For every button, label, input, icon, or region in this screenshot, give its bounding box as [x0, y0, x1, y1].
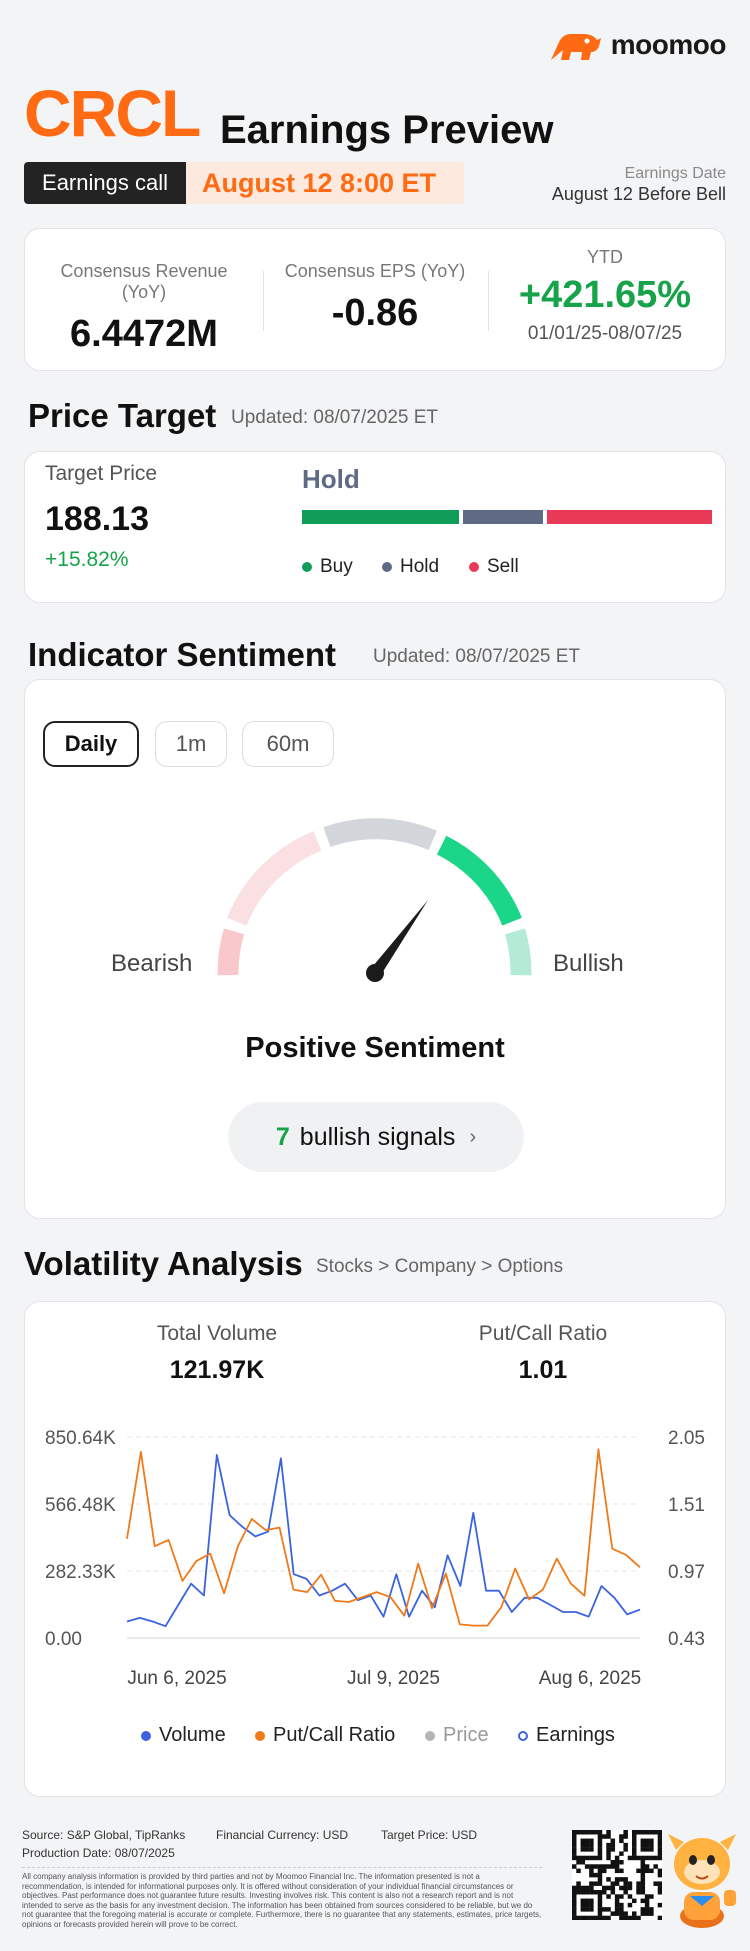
total-volume-value: 121.97K — [169, 1356, 265, 1384]
legend-price: Price — [425, 1724, 489, 1747]
consensus-revenue-label: Consensus Revenue (YoY) — [60, 261, 228, 302]
brand-logo: moomoo — [549, 28, 727, 62]
volume-dot-icon — [141, 1730, 151, 1741]
bullish-signals-button[interactable]: 7 bullish signals › — [228, 1102, 524, 1172]
earnings-date-value: August 12 Before Bell — [551, 184, 726, 204]
footer-source: Source: S&P Global, TipRanks — [22, 1828, 186, 1842]
price-target-updated: Updated: 08/07/2025 ET — [231, 407, 439, 428]
ytd-value: +421.65% — [518, 274, 692, 316]
analyst-rating: Hold — [302, 464, 360, 494]
y-left-tick-label: 566.48K — [45, 1495, 116, 1516]
sentiment-result: Positive Sentiment — [245, 1032, 505, 1064]
consensus-revenue-value: 6.4472M — [70, 313, 218, 355]
put-call-dot-icon — [255, 1730, 265, 1741]
target-price-value: 188.13 — [45, 500, 149, 538]
footer-disclaimer: All company analysis information is prov… — [22, 1872, 542, 1929]
ytd-label: YTD — [587, 247, 623, 267]
indicator-sentiment-title: Indicator Sentiment — [28, 636, 337, 673]
ytd-range: 01/01/25-08/07/25 — [527, 323, 683, 344]
ytd-performance: YTD +421.65% 01/01/25-08/07/25 — [495, 247, 715, 345]
consensus-eps-value: -0.86 — [331, 292, 419, 334]
legend-buy-label: Buy — [320, 556, 353, 577]
legend-volume: Volume — [141, 1724, 226, 1747]
period-1m-button[interactable]: 1m — [155, 721, 227, 767]
gauge-needle — [366, 900, 428, 982]
legend-earnings: Earnings — [518, 1724, 615, 1747]
volatility-breadcrumb: Stocks > Company > Options — [316, 1256, 564, 1277]
legend-price-label: Price — [443, 1724, 489, 1746]
signals-text: bullish signals — [299, 1122, 456, 1151]
rating-bar-sell — [547, 510, 712, 524]
price-dot-icon — [425, 1730, 435, 1741]
earnings-call-date: August 12 8:00 ET — [186, 162, 464, 204]
bearish-label: Bearish — [111, 950, 193, 977]
total-volume-label: Total Volume — [156, 1322, 278, 1345]
divider — [22, 1867, 542, 1868]
series-line-volume — [126, 1454, 641, 1628]
divider — [488, 271, 489, 331]
y-left-tick-label: 0.00 — [45, 1629, 82, 1650]
x-tick-label: Jul 9, 2025 — [347, 1668, 440, 1689]
consensus-revenue: Consensus Revenue (YoY) 6.4472M — [39, 261, 249, 356]
volatility-chart: 850.64K 2.05 566.48K 1.51 282.33K 0.97 0.00 0.4… — [45, 1428, 705, 1689]
price-target-card: Target Price 188.13 +15.82% Hold Buy Hol… — [24, 451, 726, 603]
legend-volume-label: Volume — [159, 1724, 226, 1746]
divider — [263, 271, 264, 331]
x-tick-label: Aug 6, 2025 — [539, 1668, 641, 1689]
legend-sell-label: Sell — [487, 556, 519, 577]
brand-name: moomoo — [610, 29, 727, 60]
header: moomoo CRCL Earnings Preview Earnings ca… — [0, 0, 750, 225]
footer-production-date: Production Date: 08/07/2025 — [22, 1846, 175, 1860]
sell-dot-icon — [469, 562, 479, 572]
y-right-tick-label: 2.05 — [668, 1428, 705, 1449]
earnings-call-label: Earnings call — [24, 162, 186, 204]
page-title: Earnings Preview — [220, 108, 554, 152]
y-left-tick-label: 850.64K — [45, 1428, 116, 1449]
legend-hold-label: Hold — [400, 556, 440, 577]
footer: Source: S&P Global, TipRanks Financial C… — [0, 1820, 750, 1951]
consensus-card: Consensus Revenue (YoY) 6.4472M Consensu… — [24, 228, 726, 371]
footer-currency: Financial Currency: USD — [216, 1828, 349, 1842]
volatility-title: Volatility Analysis — [24, 1245, 303, 1282]
period-60m-button[interactable]: 60m — [242, 721, 334, 767]
bullish-label: Bullish — [553, 950, 624, 977]
target-price-change: +15.82% — [45, 548, 129, 571]
buy-dot-icon — [302, 562, 312, 572]
put-call-ratio-label: Put/Call Ratio — [478, 1322, 608, 1345]
x-tick-label: Jun 6, 2025 — [127, 1668, 226, 1689]
indicator-card: Daily 1m 60m Bearish Bullish Positive Se… — [24, 679, 726, 1219]
earnings-date-label: Earnings Date — [624, 165, 726, 182]
y-right-tick-label: 0.97 — [668, 1562, 705, 1583]
moomoo-logo-icon — [550, 34, 601, 60]
y-right-tick-label: 1.51 — [668, 1495, 705, 1516]
period-daily-button[interactable]: Daily — [43, 721, 139, 767]
rating-bar-hold — [462, 510, 544, 524]
target-price-label: Target Price — [45, 462, 158, 485]
legend-buy: Buy — [302, 556, 353, 578]
footer-target-currency: Target Price: USD — [381, 1828, 478, 1842]
hold-dot-icon — [382, 562, 392, 572]
consensus-eps-label: Consensus EPS (YoY) — [284, 261, 466, 281]
legend-earnings-label: Earnings — [536, 1724, 615, 1746]
put-call-ratio-value: 1.01 — [518, 1356, 568, 1384]
ticker-symbol: CRCL — [24, 76, 201, 150]
earnings-dot-icon — [518, 1730, 528, 1741]
y-left-tick-label: 282.33K — [45, 1562, 116, 1583]
signals-count: 7 — [275, 1122, 290, 1151]
y-right-tick-label: 0.43 — [668, 1629, 705, 1650]
legend-sell: Sell — [469, 556, 519, 578]
qr-code-icon[interactable] — [572, 1830, 662, 1920]
legend-hold: Hold — [382, 556, 439, 578]
legend-put-call-label: Put/Call Ratio — [273, 1724, 396, 1746]
legend-put-call: Put/Call Ratio — [255, 1724, 395, 1747]
rating-bar-buy — [302, 510, 459, 524]
volatility-card: Total Volume 121.97K Put/Call Ratio 1.01… — [24, 1301, 726, 1797]
chevron-right-icon: › — [469, 1125, 477, 1148]
price-target-title: Price Target — [28, 397, 217, 434]
consensus-eps: Consensus EPS (YoY) -0.86 — [275, 261, 475, 335]
sentiment-gauge — [217, 818, 532, 982]
mascot-icon — [668, 1834, 736, 1928]
series-line-put-call-ratio — [126, 1448, 641, 1627]
indicator-updated: Updated: 08/07/2025 ET — [373, 646, 581, 667]
